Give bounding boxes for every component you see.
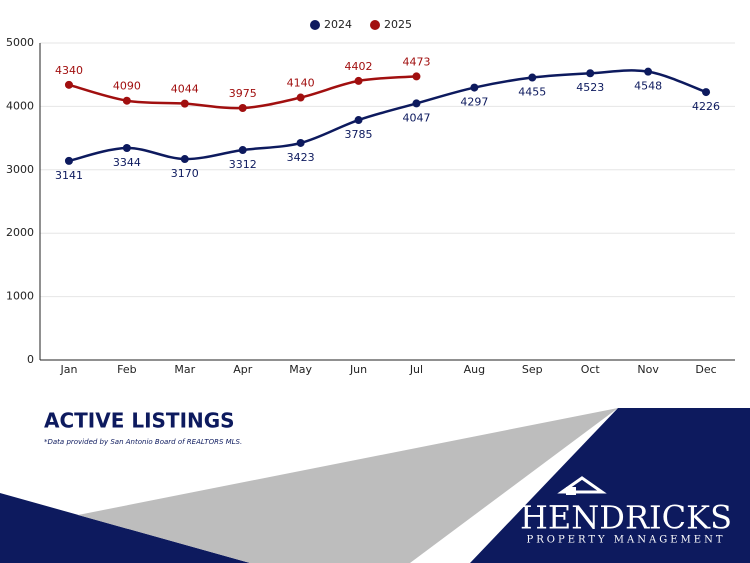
brand-name: HENDRICKS bbox=[520, 499, 732, 537]
data-label: 4473 bbox=[402, 55, 430, 68]
data-point bbox=[238, 103, 247, 112]
data-point bbox=[470, 83, 479, 92]
data-label: 3344 bbox=[113, 156, 141, 169]
data-label: 4455 bbox=[518, 86, 546, 99]
decor-navy-right bbox=[470, 408, 750, 563]
data-label: 3141 bbox=[55, 169, 83, 182]
data-label: 3975 bbox=[229, 87, 257, 100]
data-point bbox=[180, 155, 189, 164]
data-label: 4402 bbox=[345, 60, 373, 73]
x-tick-label: Nov bbox=[637, 363, 659, 376]
legend-label: 2024 bbox=[324, 18, 352, 31]
data-point bbox=[702, 88, 711, 97]
logo-roof bbox=[557, 476, 607, 494]
data-label: 4140 bbox=[287, 77, 315, 90]
y-tick-label: 5000 bbox=[6, 36, 34, 49]
data-label: 3170 bbox=[171, 167, 199, 180]
data-point bbox=[64, 80, 73, 89]
logo-window bbox=[566, 487, 576, 495]
data-label: 4548 bbox=[634, 80, 662, 93]
x-tick-label: Jul bbox=[409, 363, 423, 376]
y-tick-label: 1000 bbox=[6, 290, 34, 303]
y-tick-label: 0 bbox=[27, 353, 34, 366]
data-label: 4297 bbox=[460, 96, 488, 109]
data-label: 3423 bbox=[287, 151, 315, 164]
x-tick-label: Jan bbox=[59, 363, 77, 376]
series-line bbox=[68, 69, 707, 163]
data-point bbox=[644, 67, 653, 76]
data-point bbox=[586, 69, 595, 78]
x-tick-label: May bbox=[289, 363, 312, 376]
x-tick-label: Apr bbox=[233, 363, 253, 376]
data-point bbox=[528, 73, 537, 82]
legend-label: 2025 bbox=[384, 18, 412, 31]
decor-gray bbox=[78, 408, 618, 563]
data-label: 4340 bbox=[55, 64, 83, 77]
legend-marker bbox=[310, 20, 320, 30]
data-label: 4226 bbox=[692, 100, 720, 113]
data-label: 4523 bbox=[576, 81, 604, 94]
data-label: 3312 bbox=[229, 158, 257, 171]
x-tick-label: Feb bbox=[117, 363, 136, 376]
data-point bbox=[354, 76, 363, 85]
chart-title: ACTIVE LISTINGS bbox=[44, 409, 235, 433]
data-point bbox=[412, 72, 421, 81]
data-point bbox=[296, 93, 305, 102]
data-point bbox=[412, 99, 421, 108]
y-tick-label: 3000 bbox=[6, 163, 34, 176]
x-tick-label: Mar bbox=[174, 363, 195, 376]
x-tick-label: Aug bbox=[464, 363, 485, 376]
x-tick-label: Sep bbox=[522, 363, 543, 376]
data-point bbox=[354, 116, 363, 125]
x-tick-label: Dec bbox=[695, 363, 716, 376]
y-tick-label: 4000 bbox=[6, 99, 34, 112]
data-point bbox=[122, 143, 131, 152]
data-label: 4047 bbox=[402, 111, 430, 124]
chart-note: *Data provided by San Antonio Board of R… bbox=[44, 438, 242, 446]
data-point bbox=[238, 146, 247, 155]
data-point bbox=[64, 156, 73, 165]
y-tick-label: 2000 bbox=[6, 226, 34, 239]
x-tick-label: Oct bbox=[581, 363, 601, 376]
data-point bbox=[296, 138, 305, 147]
data-point bbox=[180, 99, 189, 108]
data-label: 3785 bbox=[345, 128, 373, 141]
data-label: 4044 bbox=[171, 83, 199, 96]
data-label: 4090 bbox=[113, 80, 141, 93]
data-point bbox=[122, 96, 131, 105]
x-tick-label: Jun bbox=[349, 363, 367, 376]
brand-tagline: PROPERTY MANAGEMENT bbox=[527, 535, 726, 546]
legend-marker bbox=[370, 20, 380, 30]
